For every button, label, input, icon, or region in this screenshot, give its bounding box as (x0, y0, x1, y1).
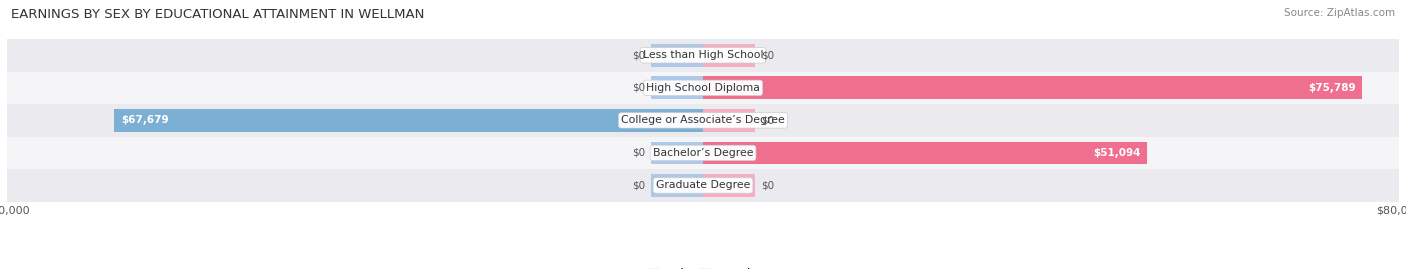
Bar (703, 141, 755, 164)
Bar (651, 44, 703, 67)
Text: Bachelor’s Degree: Bachelor’s Degree (652, 148, 754, 158)
Bar (703, 76, 1362, 99)
Text: College or Associate’s Degree: College or Associate’s Degree (621, 115, 785, 125)
Text: Source: ZipAtlas.com: Source: ZipAtlas.com (1284, 8, 1395, 18)
Text: $0: $0 (633, 180, 645, 190)
Text: $51,094: $51,094 (1092, 148, 1140, 158)
Legend: Male, Female: Male, Female (643, 263, 763, 269)
Text: EARNINGS BY SEX BY EDUCATIONAL ATTAINMENT IN WELLMAN: EARNINGS BY SEX BY EDUCATIONAL ATTAINMEN… (11, 8, 425, 21)
Bar (703, 76, 755, 99)
Text: $75,789: $75,789 (1308, 83, 1355, 93)
Text: $0: $0 (761, 50, 773, 60)
Bar (703, 44, 755, 67)
Text: $0: $0 (633, 83, 645, 93)
Bar (703, 174, 755, 197)
Text: $0: $0 (761, 115, 773, 125)
Bar (651, 174, 703, 197)
Bar (7, 39, 1399, 72)
Text: $0: $0 (761, 180, 773, 190)
Text: $0: $0 (633, 50, 645, 60)
Bar (7, 104, 1399, 137)
Text: $67,679: $67,679 (121, 115, 169, 125)
Bar (651, 141, 703, 164)
Bar (703, 109, 755, 132)
Bar (7, 72, 1399, 104)
Text: Graduate Degree: Graduate Degree (655, 180, 751, 190)
Bar (651, 109, 703, 132)
Bar (114, 109, 703, 132)
Text: $0: $0 (633, 148, 645, 158)
Text: Less than High School: Less than High School (643, 50, 763, 60)
Bar (7, 169, 1399, 202)
Bar (703, 141, 1147, 164)
Bar (651, 76, 703, 99)
Bar (7, 137, 1399, 169)
Text: High School Diploma: High School Diploma (647, 83, 759, 93)
